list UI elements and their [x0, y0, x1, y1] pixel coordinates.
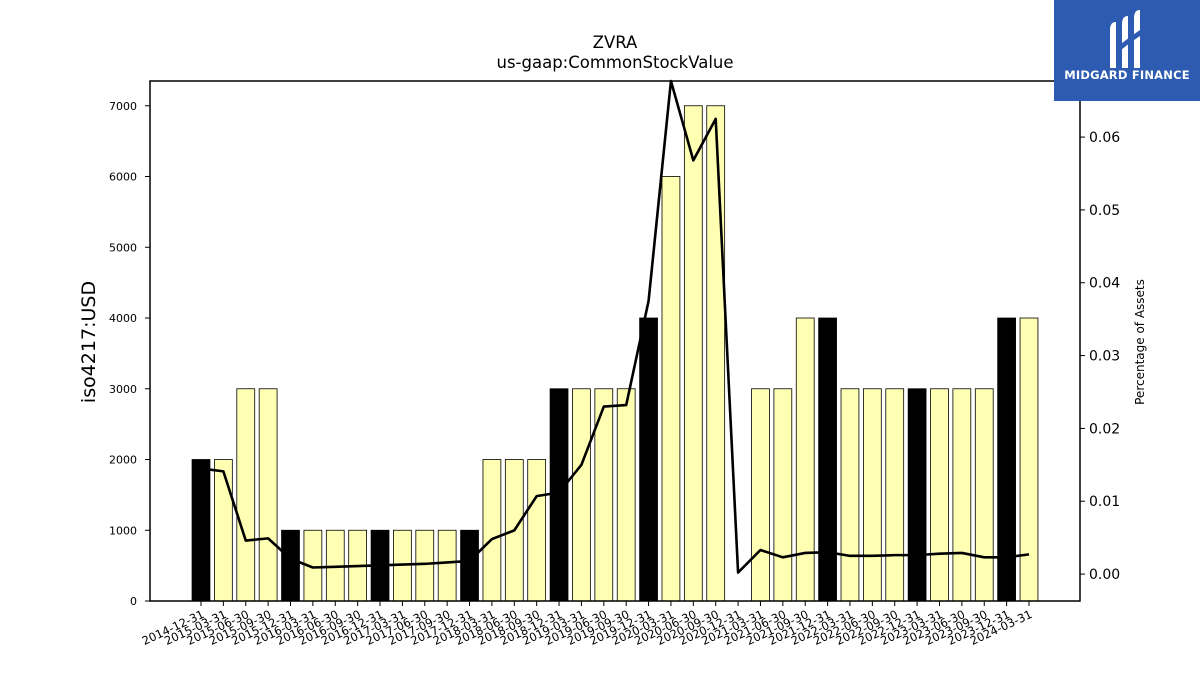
bar-2022-12-31 — [907, 388, 927, 602]
line-series-layer — [200, 79, 1030, 574]
chart-title: ZVRA — [593, 33, 638, 52]
y-tick-label: 6000 — [109, 171, 137, 184]
y-tick-label: 4000 — [109, 312, 137, 325]
y2-axis-label: Percentage of Assets — [1133, 279, 1147, 405]
percentage-of-assets-line — [200, 79, 1030, 574]
bar-2022-09-30 — [885, 388, 905, 602]
midgard-finance-logo: MIDGARD FINANCE — [1054, 0, 1200, 101]
bar-2019-12-31 — [639, 317, 658, 602]
bar-2021-06-30 — [773, 388, 793, 602]
bar-2015-06-30 — [236, 388, 256, 602]
y2-axis-ticks: 0.00 0.01 0.02 0.03 0.04 0.05 0.06 — [1080, 130, 1120, 583]
y2-tick-label: 0.01 — [1089, 494, 1120, 510]
bar-2020-06-30 — [683, 105, 703, 602]
bar-2017-12-31 — [460, 529, 479, 602]
chart-subtitle: us-gaap:CommonStockValue — [496, 53, 733, 72]
bar-2018-03-31 — [482, 459, 502, 602]
bar-2014-12-31 — [191, 459, 211, 602]
bar-2022-03-31 — [840, 388, 860, 602]
y2-tick-label: 0.05 — [1089, 203, 1120, 219]
bar-2017-09-30 — [437, 529, 457, 602]
y2-tick-label: 0.04 — [1089, 276, 1120, 292]
bar-series — [191, 105, 1039, 602]
bar-2023-06-30 — [952, 388, 972, 602]
y2-tick-label: 0.06 — [1089, 130, 1120, 146]
y2-tick-label: 0.03 — [1089, 349, 1120, 365]
y-tick-label: 0 — [130, 595, 137, 608]
bar-2015-12-31 — [281, 529, 300, 602]
bar-2023-09-30 — [974, 388, 994, 602]
bar-2022-06-30 — [863, 388, 882, 602]
logo-text: MIDGARD FINANCE — [1064, 68, 1190, 82]
y-axis-label: iso4217:USD — [78, 281, 100, 403]
y-axis-ticks: 0 1000 2000 3000 4000 5000 6000 7000 — [109, 100, 150, 608]
bar-2019-03-31 — [572, 388, 591, 602]
bar-2021-12-31 — [818, 317, 837, 602]
y2-tick-label: 0.00 — [1089, 567, 1120, 583]
bar-2024-03-31 — [1019, 317, 1039, 602]
bar-2023-03-31 — [930, 388, 949, 602]
y-tick-label: 7000 — [109, 100, 137, 113]
bar-2020-09-30 — [706, 105, 726, 602]
y2-tick-label: 0.02 — [1089, 421, 1120, 437]
bar-2015-03-31 — [214, 459, 233, 602]
y-tick-label: 5000 — [109, 241, 137, 254]
midgard-logo-icon — [1110, 10, 1140, 68]
y-tick-label: 1000 — [109, 524, 137, 537]
bar-2017-06-30 — [415, 529, 435, 602]
bar-2019-09-30 — [616, 388, 636, 602]
bar-2018-09-30 — [527, 459, 547, 602]
bar-2021-03-31 — [751, 388, 770, 602]
bar-2021-09-30 — [795, 317, 815, 602]
x-axis-ticks: 2014-12-312015-03-312015-06-302015-09-30… — [140, 601, 1034, 648]
bar-2020-03-31 — [661, 176, 681, 602]
bar-2015-09-30 — [258, 388, 278, 602]
y-tick-label: 3000 — [109, 383, 137, 396]
bar-2018-12-31 — [549, 388, 569, 602]
plot-frame — [149, 80, 1081, 602]
y-tick-label: 2000 — [109, 454, 137, 467]
